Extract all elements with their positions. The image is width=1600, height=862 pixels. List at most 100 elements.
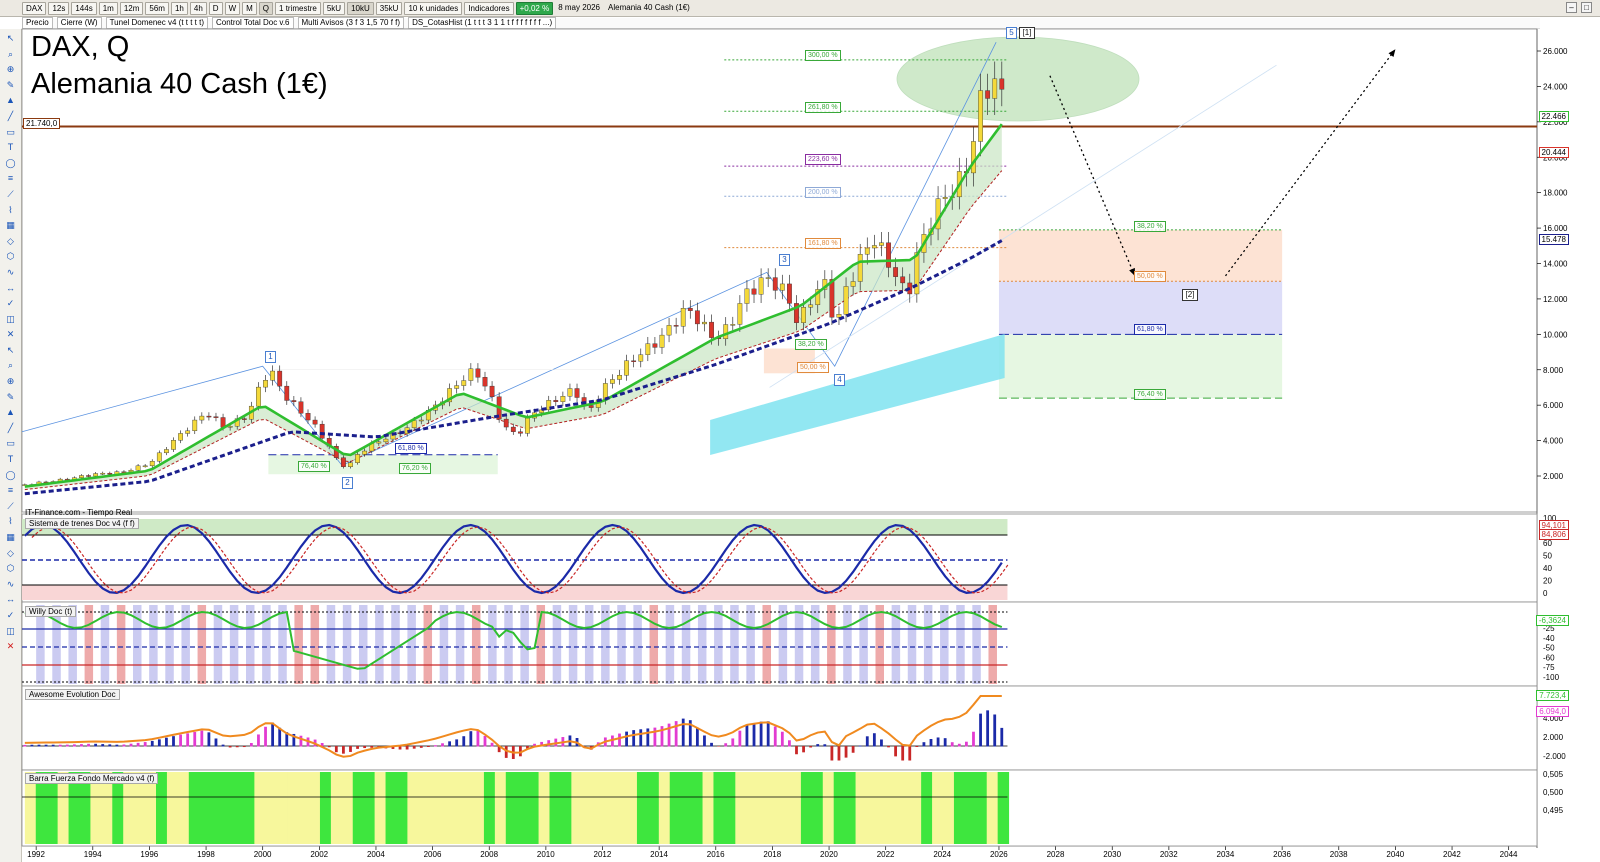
drawing-tool-icon[interactable]: ✓	[6, 298, 15, 309]
overlay-tag[interactable]: DS_CotasHist (1 t t t 3 1 1 t f f f f f …	[408, 17, 557, 29]
candle-body	[362, 450, 368, 455]
drawing-tool-icon[interactable]: ⟋	[7, 500, 14, 511]
drawing-tool-icon[interactable]: ⌕	[7, 48, 14, 59]
overlay-tag[interactable]: Tunel Domenec v4 (t t t t t)	[105, 17, 208, 29]
units-button[interactable]: 35kU	[375, 1, 403, 15]
timeframe-button[interactable]: M	[242, 1, 257, 15]
units-button[interactable]: 5kU	[322, 1, 346, 15]
timeframe-button[interactable]: 144s	[71, 1, 97, 15]
drawing-tool-icon[interactable]: ✎	[6, 79, 15, 90]
drawing-tool-icon[interactable]: ◫	[6, 313, 15, 324]
barra-bar	[265, 772, 277, 844]
overlay-tag[interactable]: Cierre (W)	[56, 17, 102, 29]
candle-body	[935, 198, 941, 230]
drawing-tool-icon[interactable]: ⬡	[6, 563, 15, 574]
drawing-tool-icon[interactable]: ↔	[6, 282, 15, 293]
drawing-tool-icon[interactable]: ◇	[7, 547, 14, 558]
candle-body	[900, 276, 906, 284]
awesome-bar	[391, 746, 395, 749]
barra-bar	[943, 772, 955, 844]
awesome-bar	[51, 744, 55, 747]
candle-body	[291, 400, 297, 402]
timeframe-button[interactable]: 1h	[170, 1, 188, 15]
drawing-tool-icon[interactable]: ↔	[6, 594, 15, 605]
drawing-tool-icon[interactable]: ⬡	[6, 251, 15, 262]
drawing-tool-icon[interactable]: ≡	[7, 173, 14, 184]
awesome-bar	[207, 732, 211, 747]
panel-title-willy[interactable]: Willy Doc (t)	[25, 606, 77, 617]
overlay-tag[interactable]: Control Total Doc v.6	[211, 17, 294, 29]
maximize-icon[interactable]: □	[1581, 2, 1592, 13]
candle-body	[864, 247, 870, 255]
candle-body	[475, 368, 481, 378]
awesome-bar	[766, 721, 770, 747]
drawing-tool-icon[interactable]: ▭	[6, 438, 15, 449]
drawing-tool-icon[interactable]: ⊕	[6, 64, 15, 75]
timeframe-button[interactable]: 4h	[189, 1, 207, 15]
awesome-axis-label: -2.000	[1543, 752, 1566, 761]
drawing-tool-icon[interactable]: ⌇	[8, 516, 13, 527]
drawing-tool-icon[interactable]: ◯	[5, 157, 16, 168]
drawing-tool-icon[interactable]: ∿	[6, 266, 15, 277]
overlay-tag[interactable]: Precio	[22, 17, 53, 29]
willy-bar	[601, 605, 610, 684]
willy-bar	[714, 605, 723, 684]
panel-title-barra[interactable]: Barra Fuerza Fondo Mercado v4 (f)	[25, 773, 159, 784]
x-tick-label: 2032	[1160, 850, 1178, 859]
timeframe-button[interactable]: 56m	[145, 1, 169, 15]
top-toolbar: DAX 12s 144s 1m 12m 56m 1h 4h D W M Q 1 trimestre …	[0, 0, 1600, 17]
timeframe-button[interactable]: 12m	[119, 1, 144, 15]
drawing-tool-icon[interactable]: ◫	[6, 625, 15, 636]
drawing-tool-icon[interactable]: ▦	[6, 220, 15, 231]
x-tick-label: 2016	[707, 850, 725, 859]
drawing-tool-icon[interactable]: ↖	[6, 344, 15, 355]
barra-bar	[735, 772, 747, 844]
panel-title-trenes[interactable]: Sistema de trenes Doc v4 (f f)	[25, 518, 139, 529]
overlay-tag[interactable]: Multi Avisos (3 f 3 1,5 70 f f)	[297, 17, 405, 29]
drawing-tool-icon[interactable]: ⟋	[7, 188, 14, 199]
timeframe-button[interactable]: 12s	[48, 1, 70, 15]
drawing-tool-icon[interactable]: ⌇	[8, 204, 13, 215]
panel-title-awesome[interactable]: Awesome Evolution Doc	[25, 689, 120, 700]
indicators-button[interactable]: Indicadores	[464, 1, 514, 15]
drawing-tool-icon[interactable]: T	[7, 142, 14, 153]
drawing-tool-icon[interactable]: ╱	[7, 422, 14, 433]
period-select[interactable]: 1 trimestre	[275, 1, 321, 15]
drawing-tool-icon[interactable]: ≡	[7, 485, 14, 496]
drawing-tool-icon[interactable]: ↖	[6, 33, 15, 43]
drawing-tool-icon[interactable]: ✎	[6, 391, 15, 402]
units-button[interactable]: 10kU	[347, 1, 374, 15]
timeframe-button[interactable]: D	[208, 1, 223, 15]
x-tick-label: 2010	[537, 850, 555, 859]
candle-body	[79, 475, 84, 478]
candle-body	[914, 252, 920, 295]
willy-bar	[697, 605, 707, 684]
awesome-bar	[979, 713, 982, 747]
willy-bar	[568, 605, 578, 684]
drawing-tool-icon[interactable]: ⌕	[7, 360, 14, 371]
trenes-main-line	[24, 523, 1003, 595]
willy-bar	[633, 605, 642, 684]
units-select[interactable]: 10 k unidades	[404, 1, 463, 15]
drawing-tool-icon[interactable]: ✕	[6, 641, 15, 652]
drawing-tool-icon[interactable]: ▲	[6, 407, 15, 418]
drawing-tool-icon[interactable]: T	[7, 454, 14, 465]
drawing-tool-icon[interactable]: ∿	[6, 578, 15, 589]
timeframe-button[interactable]: Q	[258, 1, 274, 15]
drawing-tool-icon[interactable]: ▲	[6, 95, 15, 106]
drawing-tool-icon[interactable]: ⊕	[6, 376, 15, 387]
candle-body	[107, 472, 113, 475]
drawing-tool-icon[interactable]: ✕	[6, 329, 15, 340]
minimize-icon[interactable]: –	[1566, 2, 1577, 13]
drawing-tool-icon[interactable]: ◇	[7, 235, 14, 246]
drawing-tool-icon[interactable]: ✓	[6, 609, 15, 620]
symbol-select[interactable]: DAX	[22, 1, 47, 15]
timeframe-button[interactable]: 1m	[98, 1, 118, 15]
drawing-tool-icon[interactable]: ╱	[7, 110, 14, 121]
drawing-tool-icon[interactable]: ▭	[6, 126, 15, 137]
drawing-tool-icon[interactable]: ▦	[6, 532, 15, 542]
barra-bar	[352, 772, 365, 844]
drawing-tool-icon[interactable]: ◯	[5, 469, 16, 480]
timeframe-button[interactable]: W	[224, 1, 241, 15]
